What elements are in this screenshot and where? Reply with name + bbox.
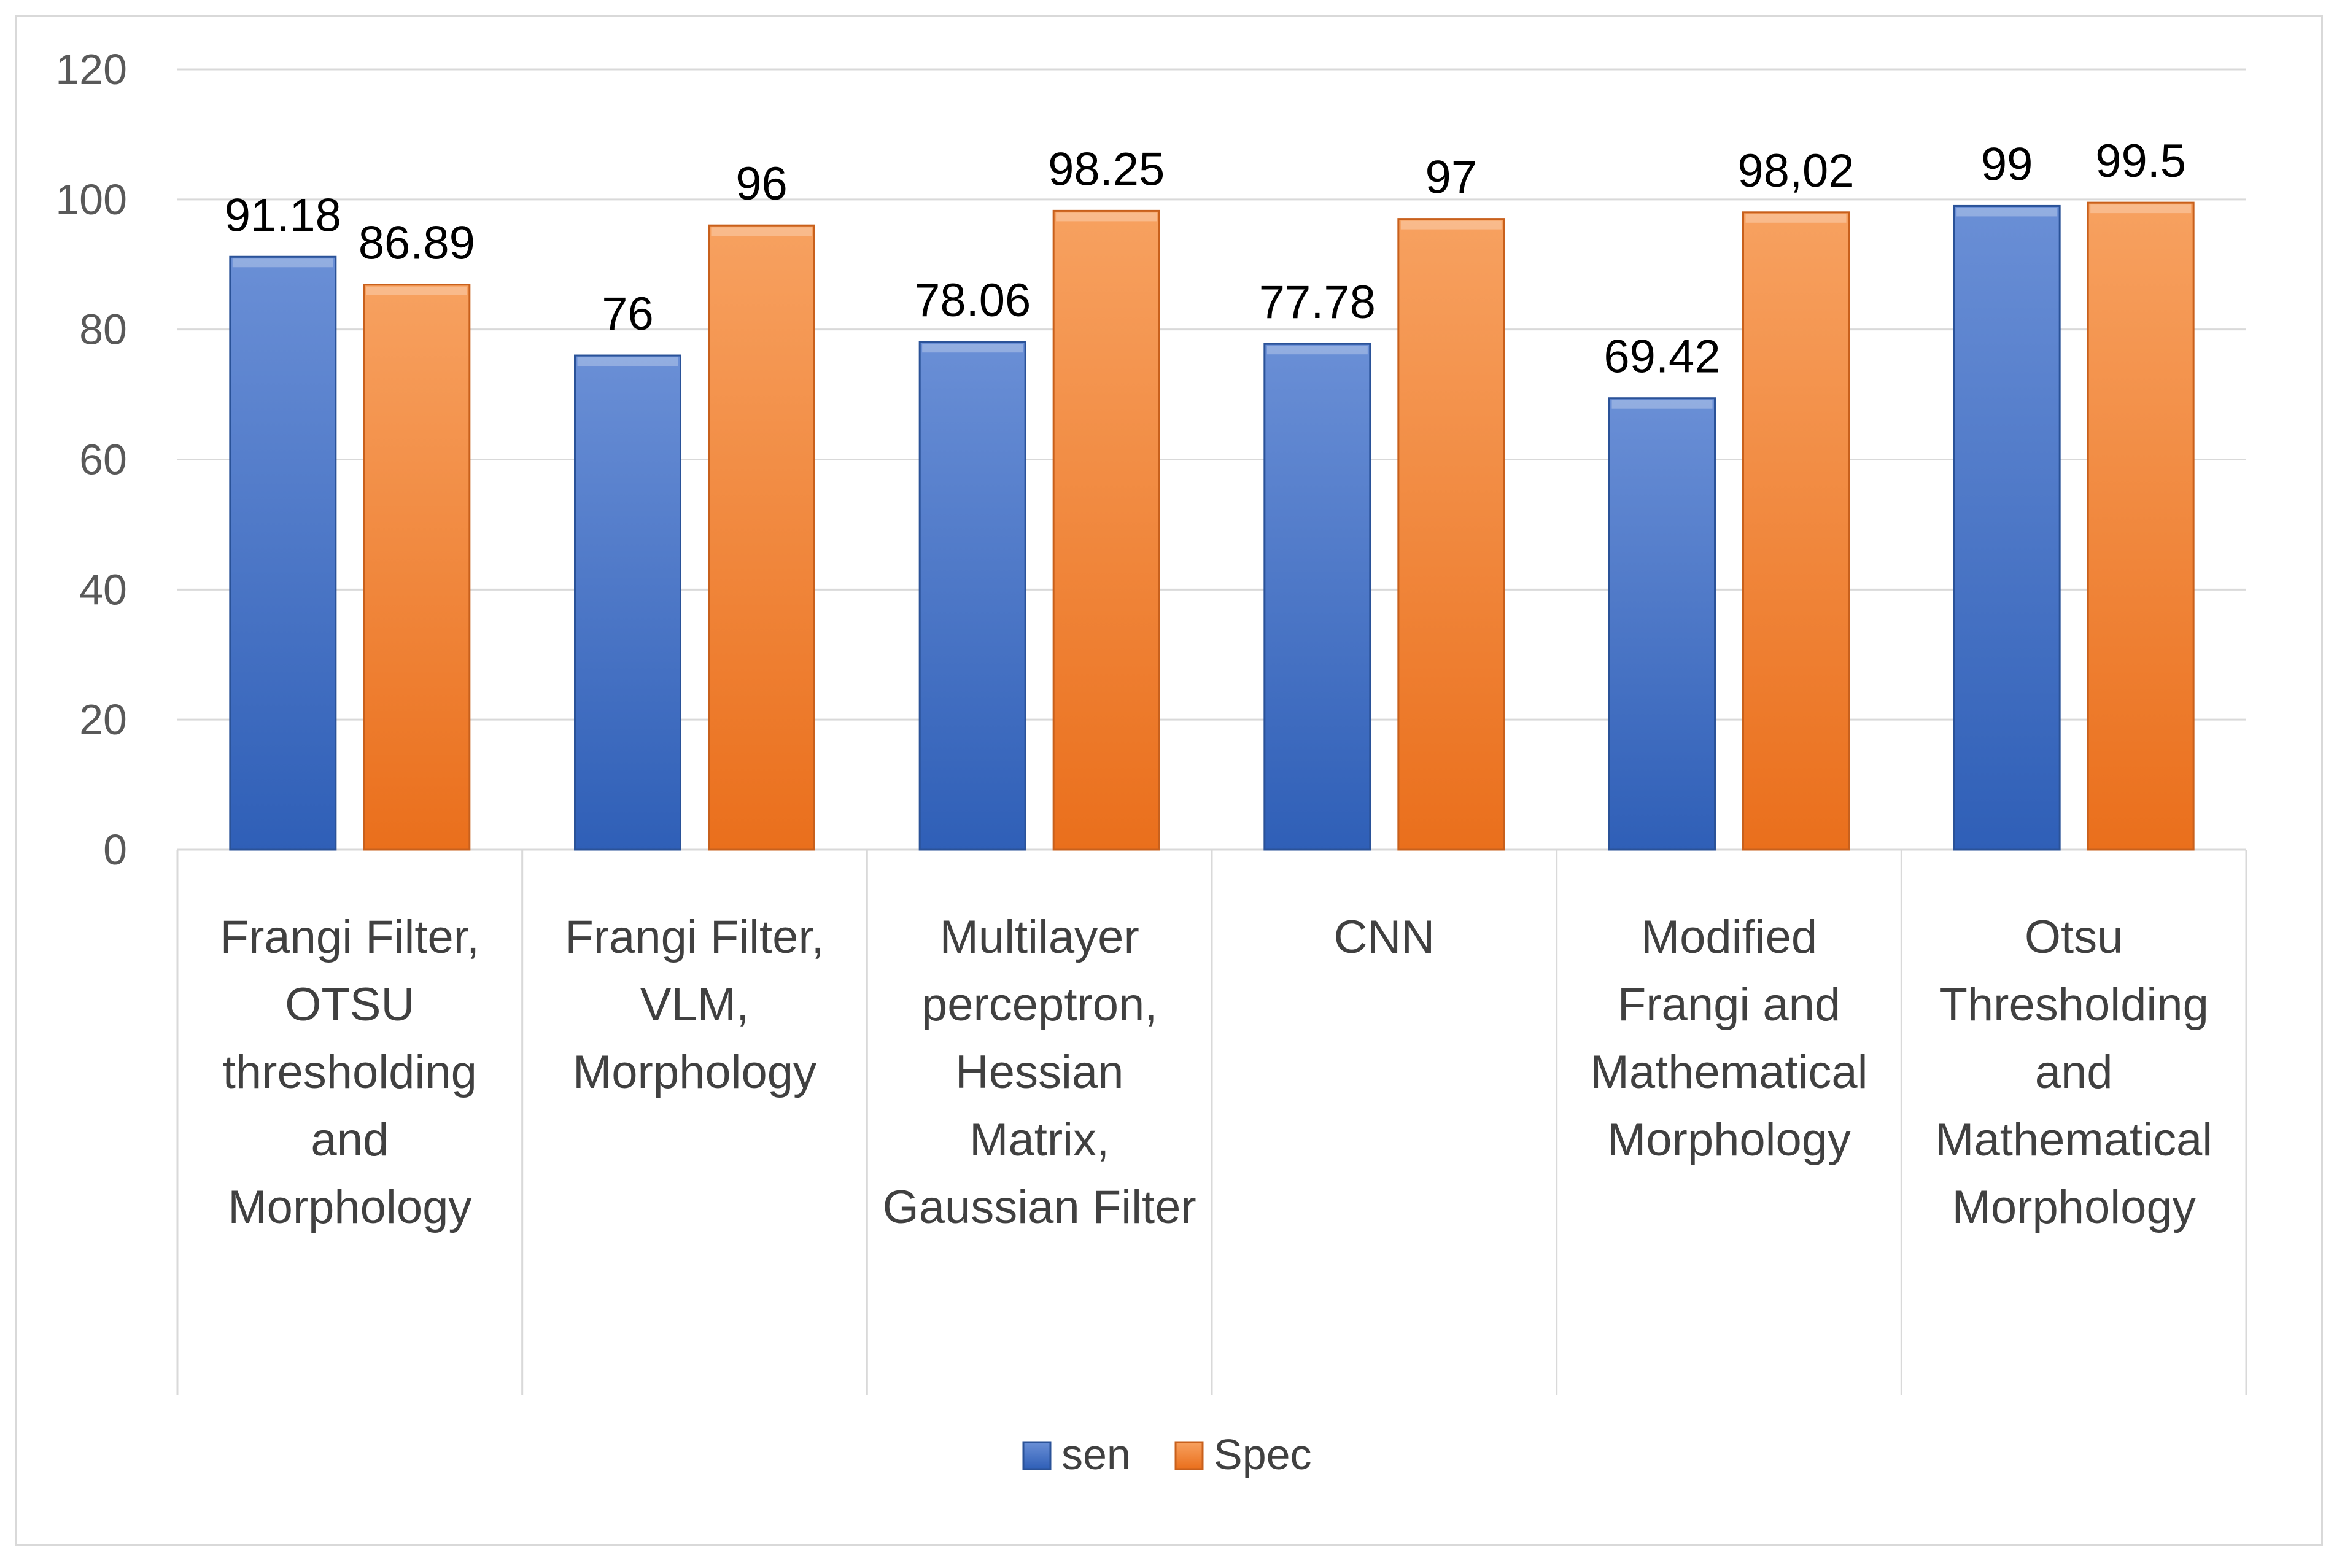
y-tick-label: 20 [79, 696, 127, 743]
category-label-line: Morphology [1607, 1114, 1851, 1166]
bar-spec-1 [708, 224, 815, 851]
bar-spec-4 [1742, 211, 1850, 851]
data-label-spec-4: 98,02 [1737, 145, 1854, 197]
category-label-line: Frangi and [1618, 979, 1840, 1031]
legend-label-spec: Spec [1214, 1430, 1312, 1478]
chart-frame: 0 20 40 60 80 100 120 91.18 86.89 76 96 78.06 98.25… [15, 15, 2323, 1546]
legend-swatch-spec [1174, 1441, 1204, 1470]
bar-chart: 0 20 40 60 80 100 120 91.18 86.89 76 96 78.06 98.25… [55, 45, 2247, 1478]
data-label-sen-4: 69.42 [1603, 331, 1720, 383]
y-tick-label: 60 [79, 436, 127, 484]
bar-spec-2 [1052, 209, 1160, 851]
category-label-line: and [2035, 1046, 2113, 1098]
bar-spec-5 [2087, 201, 2195, 851]
category-label-line: OTSU [285, 979, 414, 1031]
y-tick-label: 120 [55, 45, 127, 93]
bar-bevel [1056, 212, 1157, 222]
gridlines [177, 68, 2246, 851]
bar-bevel [577, 357, 678, 367]
data-label-sen-3: 77.78 [1259, 276, 1376, 328]
category-label-1: Frangi Filter, VLM, Morphology [565, 911, 824, 1098]
bar-sen-3 [1263, 343, 1371, 851]
data-label-spec-0: 86.89 [359, 217, 475, 270]
axes: 0 20 40 60 80 100 120 [55, 45, 2247, 1395]
legend-label-sen: sen [1061, 1430, 1131, 1478]
category-label-line: Frangi Filter, [565, 911, 824, 963]
y-tick-label: 100 [55, 176, 127, 223]
category-label-line: Morphology [573, 1046, 816, 1098]
bar-bevel [711, 227, 812, 236]
bar-bevel [366, 286, 467, 295]
y-tick-label: 80 [79, 306, 127, 354]
data-label-spec-5: 99.5 [2095, 135, 2186, 187]
category-label-line: Otsu [2025, 911, 2123, 963]
category-label-line: Mathematical [1935, 1114, 2212, 1166]
category-label-line: and [311, 1114, 389, 1166]
bar-bevel [1266, 346, 1368, 355]
data-label-sen-0: 91.18 [225, 189, 341, 241]
category-label-line: Mathematical [1591, 1046, 1868, 1098]
category-label-4: Modified Frangi and Mathematical Morphology [1591, 911, 1868, 1166]
category-label-line: VLM, [640, 979, 749, 1031]
bar-bevel [922, 344, 1023, 353]
category-label-line: perceptron, [921, 979, 1157, 1031]
bar-sen-4 [1608, 397, 1716, 851]
category-label-line: Morphology [1952, 1181, 2196, 1233]
legend: sen Spec [1022, 1430, 1312, 1478]
y-tick-label: 40 [79, 565, 127, 613]
category-label-line: CNN [1334, 911, 1435, 963]
bar-sen-2 [918, 341, 1026, 851]
category-label-2: Multilayer perceptron, Hessian Matrix, Gauss… [883, 911, 1196, 1233]
category-label-0: Frangi Filter, OTSU thresholding and Morphol… [220, 911, 479, 1233]
legend-swatch-sen [1022, 1441, 1052, 1470]
bar-bevel [1400, 220, 1502, 230]
category-label-line: Multilayer [940, 911, 1139, 963]
data-label-sen-1: 76 [602, 288, 654, 340]
bar-spec-3 [1397, 218, 1505, 851]
category-label-line: Thresholding [1939, 979, 2208, 1031]
category-label-5: Otsu Thresholding and Mathematical Morpholog… [1935, 911, 2212, 1233]
bar-sen-0 [229, 255, 337, 851]
category-labels: Frangi Filter, OTSU thresholding and Morphol… [220, 911, 2212, 1233]
bar-spec-0 [363, 284, 471, 851]
category-label-line: Gaussian Filter [883, 1181, 1196, 1233]
bar-sen-5 [1953, 204, 2061, 851]
data-label-spec-3: 97 [1425, 152, 1478, 204]
category-label-line: Matrix, [969, 1114, 1109, 1166]
data-label-spec-2: 98.25 [1048, 143, 1165, 195]
bar-bevel [1956, 208, 2058, 217]
category-label-line: Hessian [955, 1046, 1124, 1098]
bars [229, 201, 2195, 851]
bar-bevel [1745, 214, 1847, 223]
data-label-sen-5: 99 [1981, 138, 2033, 190]
bar-bevel [232, 258, 333, 268]
category-label-line: thresholding [223, 1046, 477, 1098]
category-label-line: Morphology [228, 1181, 471, 1233]
category-label-line: Modified [1641, 911, 1817, 963]
bar-bevel [2090, 204, 2192, 214]
category-label-line: Frangi Filter, [220, 911, 479, 963]
data-label-sen-2: 78.06 [914, 274, 1031, 327]
bar-bevel [1611, 400, 1713, 409]
data-label-spec-1: 96 [735, 158, 788, 210]
category-label-3: CNN [1334, 911, 1435, 963]
bar-sen-1 [574, 354, 681, 851]
y-tick-label: 0 [103, 826, 127, 874]
data-labels: 91.18 86.89 76 96 78.06 98.25 77.78 97 69.42 98,0… [225, 135, 2186, 383]
